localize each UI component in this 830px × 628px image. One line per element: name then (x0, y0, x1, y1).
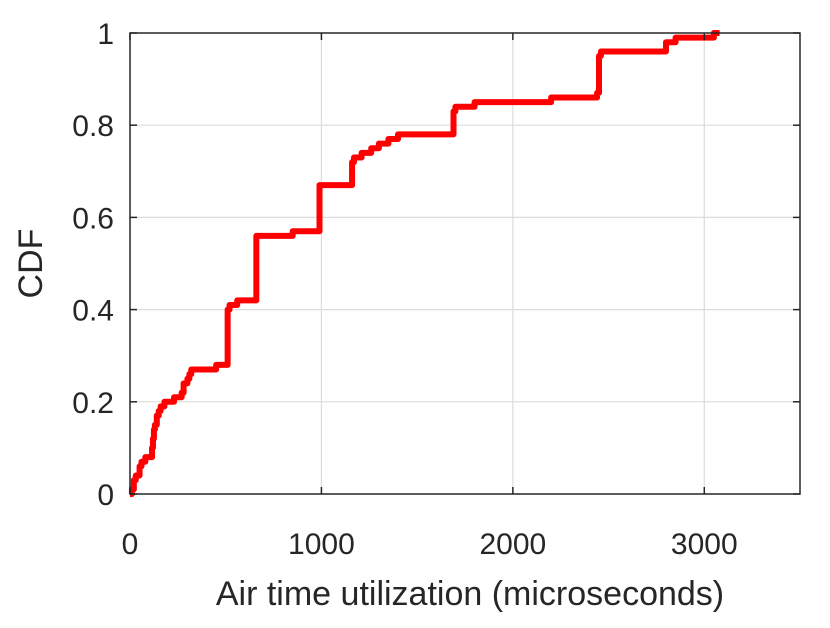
x-tick-label: 3000 (671, 528, 738, 561)
x-axis-label: Air time utilization (microseconds) (216, 575, 724, 613)
plot-frame (129, 32, 801, 495)
y-tick-label: 0.4 (72, 295, 114, 328)
y-axis-label: CDF (12, 229, 50, 299)
axis-ticks (129, 32, 800, 495)
y-tick-label: 0.2 (72, 387, 114, 420)
y-tick-label: 0.6 (72, 202, 114, 235)
y-tick-label: 0 (97, 479, 114, 512)
series-line-0 (128, 30, 720, 497)
x-tick-label: 2000 (479, 528, 546, 561)
series-layer (128, 30, 720, 497)
x-tick-label: 1000 (288, 528, 355, 561)
grid-lines (130, 33, 800, 494)
tick-labels: 0 1000 2000 3000 0 0.2 0.4 0.6 0.8 1 (72, 18, 737, 561)
x-tick-label: 0 (122, 528, 139, 561)
y-tick-label: 1 (97, 18, 114, 51)
y-tick-label: 0.8 (72, 110, 114, 143)
